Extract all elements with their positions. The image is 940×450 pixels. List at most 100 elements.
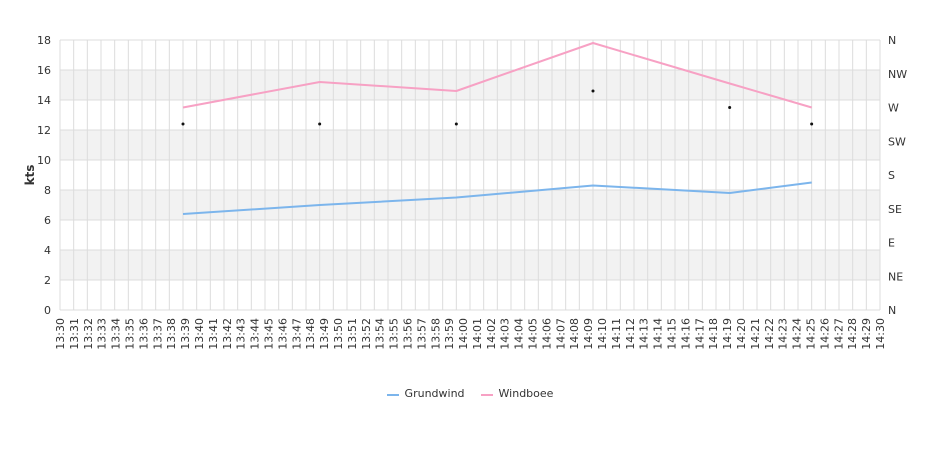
x-tick-label: 14:02 [485,318,498,350]
x-tick-label: 13:57 [415,318,428,350]
direction-label: SE [888,203,902,216]
x-tick-label: 14:13 [638,318,651,350]
x-tick-label: 13:44 [249,318,262,350]
horizontal-gridlines [60,39,880,311]
x-tick-label: 13:50 [332,318,345,350]
direction-label: E [888,237,895,250]
x-tick-label: 13:47 [290,318,303,350]
legend-item-grundwind[interactable]: Grundwind [386,385,465,401]
x-tick-label: 13:37 [151,318,164,350]
y-axis-tick-labels: 0 2 4 6 8 10 12 14 16 18 [37,34,51,317]
y-axis-title: kts [23,165,37,186]
x-tick-label: 14:18 [707,318,720,350]
direction-marker [591,89,595,93]
x-tick-label: 14:22 [763,318,776,350]
legend-swatch-windboee [480,393,493,396]
x-tick-label: 14:25 [805,318,818,350]
x-tick-label: 14:09 [582,318,595,350]
legend-label-grundwind: Grundwind [404,386,465,400]
y-tick-label: 12 [37,124,51,137]
y-tick-label: 0 [44,304,51,317]
x-tick-label: 13:38 [165,318,178,350]
x-tick-label: 14:08 [568,318,581,350]
legend-swatch-grundwind [386,393,399,396]
x-tick-label: 14:07 [554,318,567,350]
direction-marker [318,122,322,126]
x-tick-label: 13:58 [429,318,442,350]
y-tick-label: 8 [44,184,51,197]
direction-marker [810,122,814,126]
x-tick-label: 14:00 [457,318,470,350]
x-tick-label: 13:49 [318,318,331,350]
legend-label-windboee: Windboee [498,386,554,400]
direction-label: S [888,169,895,182]
x-tick-label: 13:55 [388,318,401,350]
x-tick-label: 13:35 [123,318,136,350]
x-axis-tick-labels: 13:30 13:31 13:32 13:33 13:34 13:35 13:36 13:37… [54,318,887,350]
x-tick-label: 13:54 [374,318,387,350]
x-tick-label: 13:48 [304,318,317,350]
x-tick-label: 13:56 [401,318,414,350]
direction-marker [728,106,732,109]
x-tick-label: 14:14 [652,318,665,350]
x-tick-label: 14:11 [610,318,623,350]
x-tick-label: 13:41 [207,318,220,350]
y-tick-label: 18 [37,34,51,47]
direction-axis-labels: N NE E SE S SW W NW N [888,34,907,317]
x-tick-label: 13:46 [276,318,289,350]
x-tick-label: 13:45 [262,318,275,350]
direction-label: W [888,102,899,115]
x-tick-label: 14:10 [596,318,609,350]
x-tick-label: 14:15 [666,318,679,350]
x-tick-label: 13:39 [179,318,192,350]
x-tick-label: 13:32 [82,318,95,350]
vertical-gridlines [59,40,881,310]
x-tick-label: 14:03 [499,318,512,350]
y-tick-label: 4 [44,244,51,257]
x-tick-label: 14:21 [749,318,762,350]
y-tick-label: 2 [44,274,51,287]
series-line-grundwind [182,181,812,215]
x-tick-label: 14:29 [860,318,873,350]
x-tick-label: 14:27 [832,318,845,350]
wind-chart: 0 2 4 6 8 10 12 14 16 18 N NE E SE S SW W NW N 13:30 13:31… [23,34,907,350]
legend: Grundwind Windboee [0,385,940,401]
x-tick-label: 13:59 [443,318,456,350]
x-tick-label: 14:01 [471,318,484,350]
y-tick-label: 10 [37,154,51,167]
direction-marker [181,122,185,126]
x-tick-label: 14:05 [527,318,540,350]
x-tick-label: 13:43 [235,318,248,350]
x-tick-label: 13:33 [96,318,109,350]
x-tick-label: 14:17 [693,318,706,350]
x-tick-label: 14:26 [818,318,831,350]
series-line-windboee [182,42,812,109]
direction-label: NE [888,270,903,283]
x-tick-label: 13:31 [68,318,81,350]
y-tick-label: 14 [37,94,51,107]
direction-markers [181,89,814,126]
y-tick-label: 6 [44,214,51,227]
x-tick-label: 14:06 [540,318,553,350]
y-tick-label: 16 [37,64,51,77]
x-tick-label: 13:34 [110,318,123,350]
x-tick-label: 14:30 [874,318,887,350]
direction-label: NW [888,68,907,81]
direction-label: N [888,304,896,317]
x-tick-label: 14:19 [721,318,734,350]
x-tick-label: 14:23 [777,318,790,350]
series-lines [182,42,812,215]
x-tick-label: 13:30 [54,318,67,350]
legend-item-windboee[interactable]: Windboee [480,385,554,401]
x-tick-label: 14:16 [679,318,692,350]
x-tick-label: 14:12 [624,318,637,350]
x-tick-label: 13:40 [193,318,206,350]
x-tick-label: 14:28 [846,318,859,350]
x-tick-label: 14:24 [791,318,804,350]
direction-label: N [888,34,896,47]
x-tick-label: 13:52 [360,318,373,350]
x-tick-label: 14:20 [735,318,748,350]
x-tick-label: 14:04 [513,318,526,350]
x-tick-label: 13:51 [346,318,359,350]
direction-marker [454,122,458,126]
